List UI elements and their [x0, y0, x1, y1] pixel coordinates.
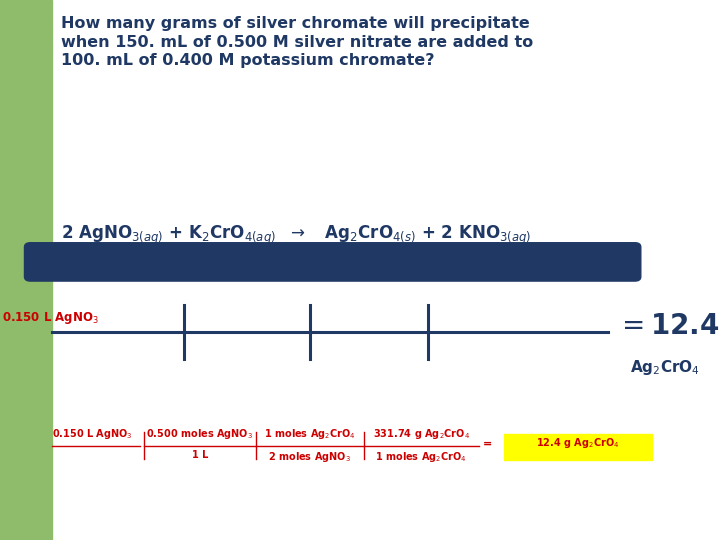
Text: 331.74 g Ag$_2$CrO$_4$: 331.74 g Ag$_2$CrO$_4$ — [373, 427, 469, 441]
Text: Ag$_2$CrO$_4$: Ag$_2$CrO$_4$ — [630, 357, 700, 377]
Text: =: = — [482, 438, 492, 448]
Bar — [504, 434, 652, 460]
Text: 0.150 L AgNO$_3$: 0.150 L AgNO$_3$ — [2, 309, 99, 326]
Text: 12.4 g Ag$_2$CrO$_4$: 12.4 g Ag$_2$CrO$_4$ — [536, 436, 619, 450]
Text: 0.500 moles AgNO$_3$: 0.500 moles AgNO$_3$ — [146, 427, 253, 441]
Text: 2 AgNO$_{3(aq)}$ + K$_2$CrO$_{4(aq)}$  $\rightarrow$   Ag$_2$CrO$_{4(s)}$ + 2 KN: 2 AgNO$_{3(aq)}$ + K$_2$CrO$_{4(aq)}$ $\… — [61, 224, 531, 246]
Text: 1 moles Ag$_2$CrO$_4$: 1 moles Ag$_2$CrO$_4$ — [375, 450, 467, 464]
Text: $=$12.4g: $=$12.4g — [616, 311, 720, 342]
Text: How many grams of silver chromate will precipitate
when 150. mL of 0.500 M silve: How many grams of silver chromate will p… — [61, 16, 534, 69]
Bar — [0, 0, 52, 540]
FancyBboxPatch shape — [24, 243, 641, 281]
Text: 1 moles Ag$_2$CrO$_4$: 1 moles Ag$_2$CrO$_4$ — [264, 427, 356, 441]
Text: 1 L: 1 L — [192, 450, 208, 460]
Text: 2 moles AgNO$_3$: 2 moles AgNO$_3$ — [268, 450, 351, 464]
Text: 0.150 L AgNO$_3$: 0.150 L AgNO$_3$ — [52, 427, 132, 441]
